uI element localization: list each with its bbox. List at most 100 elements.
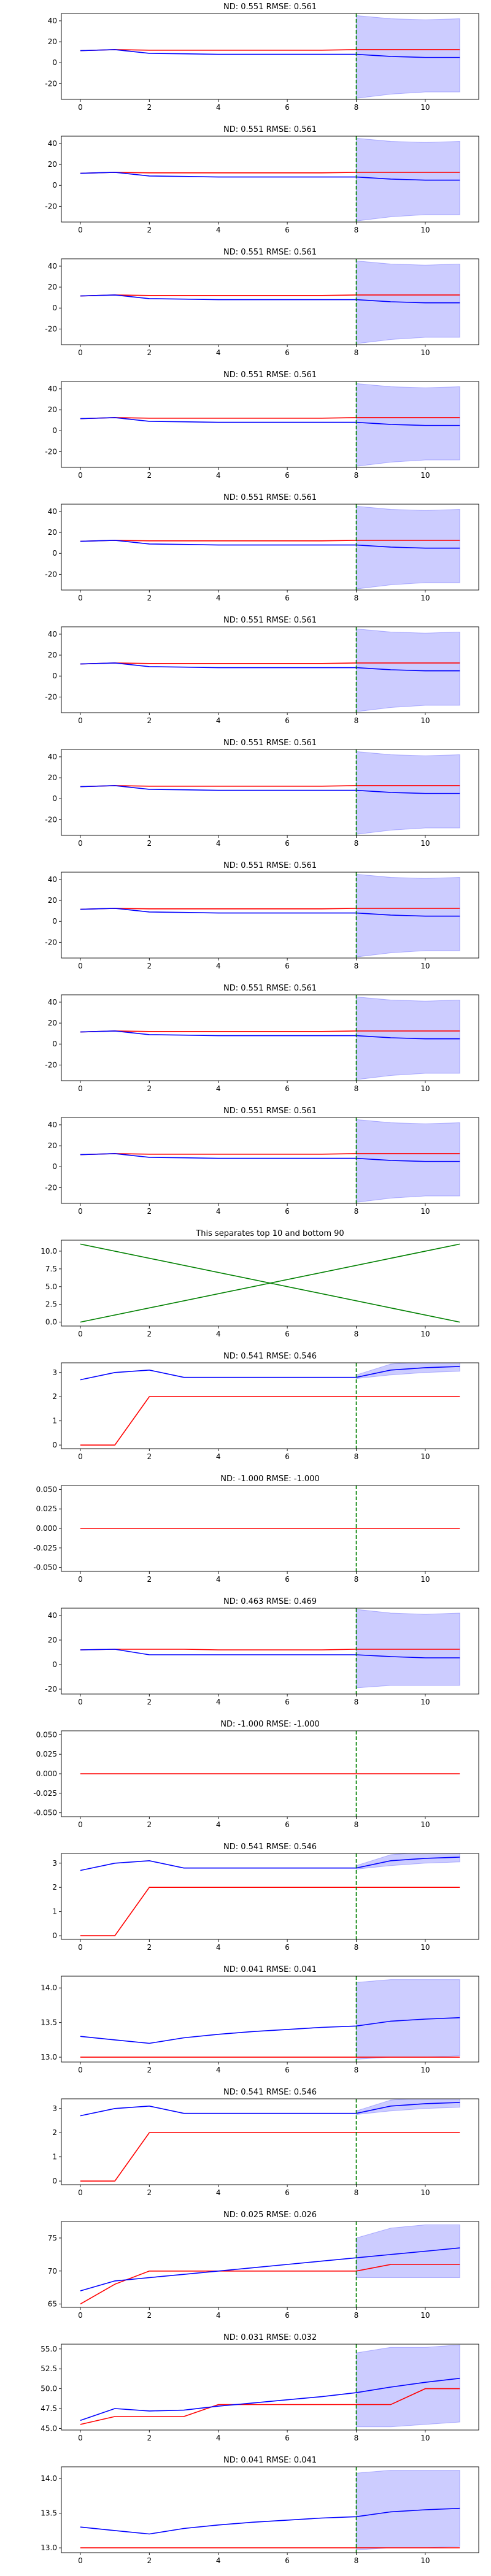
x-tick-label: 8 (354, 348, 359, 357)
plot-area (80, 2099, 460, 2185)
x-tick-label: 0 (78, 1820, 83, 1829)
y-tick-label: 0 (52, 1441, 57, 1449)
y-tick-label: -20 (45, 938, 57, 946)
x-tick-label: 10 (420, 226, 430, 234)
subplot-1: ND: 0.551 RMSE: 0.561 0 2 4 6 8 10 -20 0 20 40 (45, 2, 479, 112)
y-tick-label: 0 (52, 1162, 57, 1171)
x-tick-label: 4 (216, 1698, 221, 1706)
subplot-17: ND: 0.041 RMSE: 0.041 0 2 4 6 8 10 13.0 13.5 14.0 (41, 1965, 479, 2074)
x-tick-label: 0 (78, 1452, 83, 1461)
x-tick-label: 4 (216, 2556, 221, 2565)
y-tick-label: 40 (48, 630, 57, 638)
x-tick-label: 0 (78, 226, 83, 234)
y-tick-label: 3 (52, 2104, 57, 2113)
x-tick-label: 0 (78, 2434, 83, 2442)
series-line-2 (80, 540, 460, 549)
y-tick-label: 0 (52, 549, 57, 558)
x-tick-label: 2 (147, 471, 152, 480)
series-line-2 (80, 417, 460, 426)
plot-area (80, 259, 460, 345)
x-tick-label: 2 (147, 1452, 152, 1461)
y-tick-label: 45.0 (41, 2424, 57, 2432)
plot-area (80, 1243, 460, 1323)
axes-frame (61, 1117, 479, 1204)
series-line-1 (80, 785, 460, 788)
series-line-2 (80, 2102, 460, 2117)
subplot-title: ND: -1.000 RMSE: -1.000 (220, 1720, 319, 1729)
x-tick-label: 10 (420, 1575, 430, 1584)
subplot-title: ND: 0.551 RMSE: 0.561 (223, 738, 317, 748)
series-line-2 (80, 2247, 460, 2291)
subplot-18: ND: 0.541 RMSE: 0.546 0 2 4 6 8 10 0 1 2 3 (52, 2088, 479, 2197)
x-tick-label: 10 (420, 1330, 430, 1338)
subplot-14: ND: 0.463 RMSE: 0.469 0 2 4 6 8 10 -20 0 20 40 (45, 1597, 479, 1706)
x-tick-label: 2 (147, 1698, 152, 1706)
plot-area (80, 1485, 460, 1571)
x-tick-label: 2 (147, 348, 152, 357)
x-tick-label: 4 (216, 716, 221, 725)
x-tick-label: 0 (78, 103, 83, 112)
axes-frame (61, 1240, 479, 1327)
x-tick-label: 6 (285, 1943, 290, 1952)
y-tick-label: 5.0 (45, 1282, 57, 1291)
plot-area (80, 1731, 460, 1817)
y-tick-label: 40 (48, 17, 57, 25)
series-line-1 (80, 49, 460, 52)
axes-frame (61, 872, 479, 959)
y-tick-label: 70 (48, 2267, 57, 2275)
x-tick-label: 6 (285, 471, 290, 480)
y-tick-label: 20 (48, 773, 57, 782)
x-tick-label: 6 (285, 226, 290, 234)
axes-frame (61, 136, 479, 223)
x-tick-label: 0 (78, 2066, 83, 2074)
plot-area (80, 13, 460, 99)
x-tick-label: 4 (216, 1084, 221, 1093)
y-tick-label: -0.050 (33, 1809, 57, 1817)
confidence-band (356, 2099, 460, 2115)
x-tick-label: 6 (285, 2434, 290, 2442)
y-tick-label: 13.0 (41, 2053, 57, 2061)
y-tick-label: -20 (45, 79, 57, 88)
subplot-title: ND: 0.541 RMSE: 0.546 (223, 2088, 317, 2097)
x-tick-label: 8 (354, 103, 359, 112)
axes-frame (61, 381, 479, 468)
x-tick-label: 10 (420, 594, 430, 602)
x-tick-label: 4 (216, 226, 221, 234)
subplot-7: ND: 0.551 RMSE: 0.561 0 2 4 6 8 10 -20 0 20 40 (45, 738, 479, 848)
subplot-3: ND: 0.551 RMSE: 0.561 0 2 4 6 8 10 -20 0 20 40 (45, 248, 479, 357)
x-tick-label: 2 (147, 2556, 152, 2565)
y-tick-label: 75 (48, 2234, 57, 2242)
confidence-band (356, 1363, 460, 1379)
x-tick-label: 10 (420, 1207, 430, 1216)
y-tick-label: -20 (45, 202, 57, 210)
x-tick-label: 6 (285, 839, 290, 848)
x-tick-label: 10 (420, 962, 430, 970)
y-tick-label: 1 (52, 1907, 57, 1916)
subplot-9: ND: 0.551 RMSE: 0.561 0 2 4 6 8 10 -20 0 20 40 (45, 984, 479, 1093)
series-line-1 (80, 172, 460, 174)
series-line-2 (80, 1857, 460, 1871)
subplot-2: ND: 0.551 RMSE: 0.561 0 2 4 6 8 10 -20 0 20 40 (45, 125, 479, 234)
subplot-title: ND: 0.541 RMSE: 0.546 (223, 1352, 317, 1361)
x-tick-label: 0 (78, 471, 83, 480)
series-line-2 (80, 1649, 460, 1658)
x-tick-label: 0 (78, 348, 83, 357)
y-tick-label: 47.5 (41, 2404, 57, 2413)
axes-frame (61, 2221, 479, 2308)
y-tick-label: -20 (45, 1183, 57, 1192)
x-tick-label: 8 (354, 594, 359, 602)
subplot-19: ND: 0.025 RMSE: 0.026 0 2 4 6 8 10 65 70 75 (48, 2210, 479, 2320)
plot-area (80, 872, 460, 958)
x-tick-label: 8 (354, 471, 359, 480)
subplot-title: ND: 0.025 RMSE: 0.026 (223, 2210, 317, 2220)
plot-area (80, 504, 460, 590)
x-tick-label: 2 (147, 2311, 152, 2320)
plot-area (80, 2344, 460, 2430)
subplot-15: ND: -1.000 RMSE: -1.000 0 2 4 6 8 10 -0.050 -0.0… (33, 1720, 479, 1829)
x-tick-label: 8 (354, 1698, 359, 1706)
y-tick-label: 1 (52, 2153, 57, 2161)
y-tick-label: 0 (52, 1931, 57, 1940)
x-tick-label: 2 (147, 1575, 152, 1584)
x-tick-label: 8 (354, 1452, 359, 1461)
y-tick-label: 13.5 (41, 2018, 57, 2027)
